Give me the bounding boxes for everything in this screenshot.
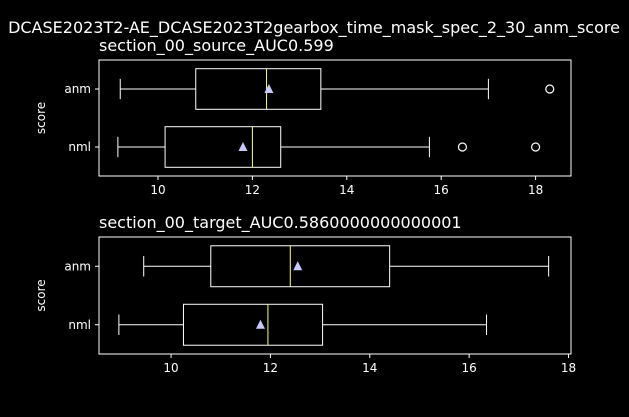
target-xtick-label-14: 14 <box>362 361 377 375</box>
source-nml-outlier-1 <box>530 142 541 152</box>
source-nml-mean-marker <box>238 142 248 151</box>
source-ylabel: score <box>34 102 48 134</box>
source-xtick-label-16: 16 <box>434 183 449 197</box>
source-ytick-label-anm: anm <box>64 82 91 96</box>
target-ytick-label-nml: nml <box>68 318 91 332</box>
source-xtick-label-18: 18 <box>528 183 543 197</box>
source-xtick-label-12: 12 <box>245 183 260 197</box>
target-panel-title: section_00_target_AUC0.5860000000000001 <box>99 213 462 233</box>
target-xtick-label-12: 12 <box>263 361 278 375</box>
figure-title: DCASE2023T2-AE_DCASE2023T2gearbox_time_m… <box>8 18 620 38</box>
source-nml-outlier-0 <box>457 142 468 152</box>
target-nml-mean-marker <box>255 319 265 329</box>
source-ytick-label-nml: nml <box>68 140 91 154</box>
source-nml-box <box>164 126 282 168</box>
target-anm-mean-marker <box>293 261 303 271</box>
source-axes-frame <box>98 59 572 177</box>
target-axes-frame <box>98 236 572 355</box>
source-xtick-label-10: 10 <box>150 183 165 197</box>
target-anm-box <box>210 245 391 288</box>
target-boxplot-panel: section_00_target_AUC0.5860000000000001s… <box>34 213 576 375</box>
source-anm-mean-marker <box>264 84 274 93</box>
source-anm-outlier-0 <box>545 84 555 94</box>
source-anm-box <box>195 68 322 110</box>
target-ytick-label-anm: anm <box>64 259 91 273</box>
target-ylabel: score <box>34 279 48 311</box>
target-xtick-label-16: 16 <box>462 361 477 375</box>
target-xtick-label-18: 18 <box>561 361 576 375</box>
target-xtick-label-10: 10 <box>163 361 178 375</box>
source-xtick-label-14: 14 <box>339 183 354 197</box>
source-panel-title: section_00_source_AUC0.599 <box>99 36 334 56</box>
target-nml-box <box>182 303 324 346</box>
